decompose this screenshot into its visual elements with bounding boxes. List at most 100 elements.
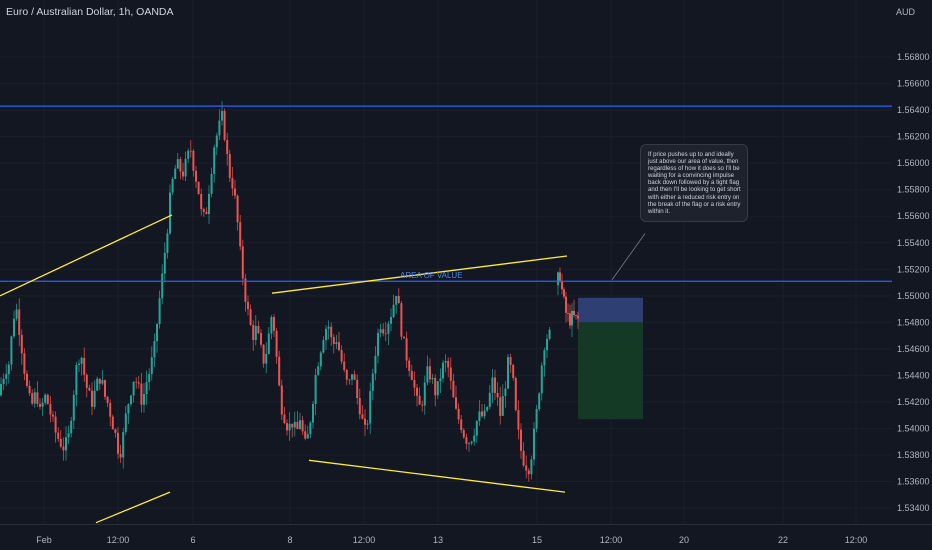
candle-body [241,246,244,279]
candle [158,290,161,329]
candle [52,410,54,422]
candle [174,164,177,180]
candle [416,384,418,407]
candle [111,414,114,430]
price-tick-label: 1.55200 [897,264,930,274]
candle [286,419,288,436]
candle-body [221,110,223,121]
candle [200,188,203,216]
candle [275,328,278,364]
candle [132,381,135,403]
candle [520,423,522,459]
candle [296,411,299,430]
candle [254,314,257,346]
candle-body [325,328,327,341]
price-tick-label: 1.54600 [897,344,930,354]
candle-body [189,150,192,152]
candle [54,411,57,443]
candle-body [387,323,390,334]
candle-body [91,390,93,407]
candle-body [270,316,273,334]
candle-body [496,392,499,398]
candle [496,382,499,406]
candle-body [2,378,5,384]
trendline [308,459,566,493]
candle-body [169,192,171,234]
candle [171,176,174,195]
candle-body [0,383,2,396]
candle [213,144,216,183]
candle-body [455,397,457,409]
candle-body [96,378,99,391]
candle-body [114,429,117,433]
candle [195,165,197,188]
candle-body [239,222,242,247]
candle [127,403,130,425]
candle [408,357,411,377]
candle [577,311,579,329]
candle-body [192,150,195,171]
candle [538,391,541,412]
time-tick-label: 15 [532,535,542,545]
candle [28,380,31,396]
candle-body [429,366,431,380]
candle [325,325,327,350]
candle [208,185,210,225]
candle [93,380,96,410]
candle-body [561,281,563,290]
candle-body [335,342,338,345]
candle-body [573,310,575,316]
price-tick-label: 1.53600 [897,477,930,487]
candle-body [31,393,34,404]
candle-body [153,341,156,358]
candle [197,181,200,195]
candle [491,368,494,404]
candle [59,430,62,449]
candle-body [286,423,288,431]
candle [557,271,559,296]
candle-body [369,390,372,424]
candle-body [384,333,387,335]
candle [304,424,307,441]
candle [291,423,294,438]
candle [525,455,528,479]
candle-body [465,437,468,444]
candle [540,362,543,401]
candle [249,304,252,326]
candle-body [340,350,343,362]
candle-body [67,433,70,438]
candle [150,346,153,381]
candle-body [184,158,187,177]
candle-body [533,428,535,460]
candle [413,371,416,396]
candle [83,347,86,382]
candle [343,353,346,373]
candle [369,382,372,434]
candle [514,376,517,412]
candle [299,412,301,430]
candle [145,370,148,405]
candle [434,374,437,407]
candle-body [332,337,335,345]
candle-body [462,430,465,438]
candle [481,403,483,419]
candle-body [62,446,65,451]
candle [75,361,78,407]
candle-body [457,408,460,420]
time-tick-label: 8 [287,535,292,545]
candle-body [452,380,455,398]
candle-body [504,388,507,397]
time-tick-label: 12:00 [107,535,130,545]
candle-body [262,344,265,364]
candle-body [46,394,49,405]
candle [23,348,26,381]
price-tick-label: 1.53400 [897,503,930,513]
candle [374,346,377,381]
candle-body [577,315,579,319]
candle [327,320,330,340]
candle-body [559,272,561,282]
candle [205,207,208,215]
candle-body [434,377,437,396]
candle [262,344,265,368]
